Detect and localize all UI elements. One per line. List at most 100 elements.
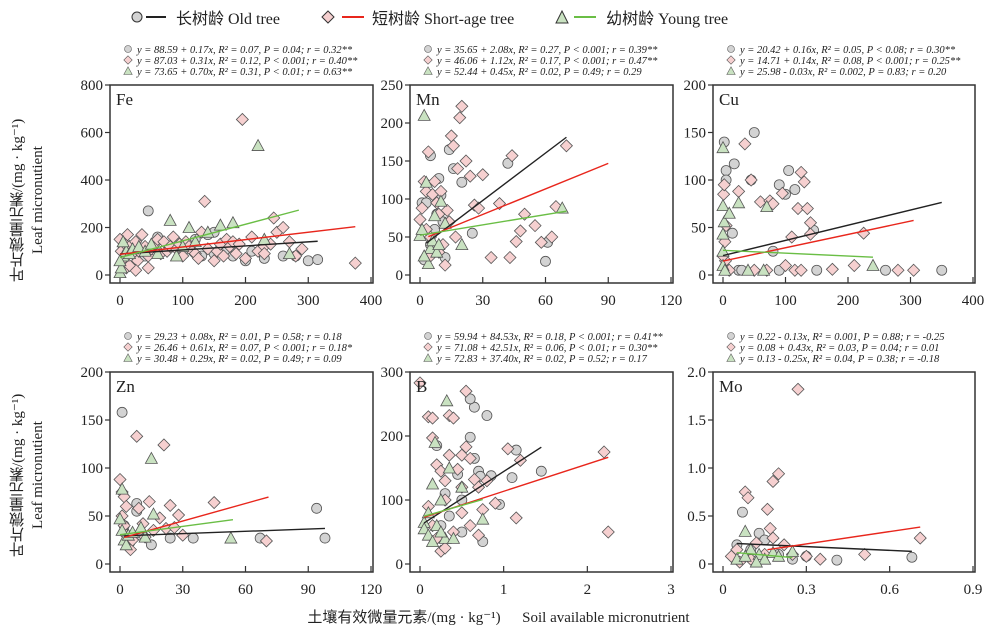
equation-marker-icon bbox=[726, 66, 736, 75]
data-point bbox=[257, 247, 271, 261]
data-point bbox=[880, 264, 891, 276]
data-point bbox=[503, 250, 517, 265]
data-point bbox=[191, 251, 206, 265]
data-point bbox=[444, 129, 458, 143]
data-point bbox=[891, 263, 905, 277]
y-tick-label: 150 bbox=[81, 413, 104, 429]
regression-line-old-tree bbox=[425, 136, 567, 244]
equation-marker-icon bbox=[726, 353, 736, 362]
data-point bbox=[142, 205, 154, 217]
data-point bbox=[119, 499, 133, 513]
regression-equation: y = 25.98 - 0.03x, R² = 0.002, P = 0.83;… bbox=[739, 67, 947, 78]
data-point bbox=[176, 528, 190, 542]
x-tick-label: 0 bbox=[719, 293, 727, 309]
data-point bbox=[783, 165, 795, 176]
x-tick-label: 300 bbox=[297, 293, 320, 309]
y-tick-label: 150 bbox=[381, 154, 404, 170]
series-young-tree bbox=[413, 108, 569, 270]
y-tick-label: 100 bbox=[381, 493, 404, 509]
data-point bbox=[756, 263, 771, 276]
data-point bbox=[446, 411, 461, 425]
data-point bbox=[113, 253, 127, 267]
x-tick-label: 100 bbox=[774, 293, 797, 309]
panel-b: 0 100 200 300 0 1 2 3 By = 59.94 + 84.53x, R² = … bbox=[381, 332, 675, 598]
y-tick-label: 250 bbox=[381, 78, 404, 94]
y-tick-label: 0 bbox=[96, 557, 104, 573]
series-young-tree bbox=[417, 393, 490, 547]
data-point bbox=[778, 258, 793, 273]
x-axis-label: 土壤有效微量元素/(mg · kg⁻¹) Soil available micr… bbox=[0, 606, 997, 627]
data-point bbox=[794, 165, 808, 179]
data-point bbox=[207, 254, 221, 268]
regression-equation: y = 73.65 + 0.70x, R² = 0.31, P < 0.01; … bbox=[136, 67, 353, 78]
data-point bbox=[116, 234, 130, 248]
x-axis-label-en: Soil available micronutrient bbox=[522, 610, 690, 626]
equation-marker-icon bbox=[423, 66, 433, 75]
data-point bbox=[505, 149, 519, 163]
regression-line-old-tree bbox=[736, 542, 912, 553]
plot-frame bbox=[409, 371, 674, 573]
series-old-tree bbox=[718, 127, 948, 276]
regression-equation: y = 52.44 + 0.45x, R² = 0.02, P = 0.49; … bbox=[436, 67, 642, 78]
data-point bbox=[799, 549, 813, 563]
data-point bbox=[438, 258, 452, 272]
data-point bbox=[413, 212, 427, 227]
plot-frame bbox=[109, 84, 374, 284]
data-point bbox=[428, 435, 442, 448]
data-point bbox=[738, 137, 752, 151]
data-point bbox=[791, 201, 805, 216]
data-point bbox=[138, 530, 152, 543]
regression-line-short-age-tree bbox=[722, 219, 914, 262]
y-tick-label: 1.5 bbox=[687, 413, 706, 429]
data-point bbox=[122, 258, 136, 273]
y-tick-label: 50 bbox=[88, 509, 103, 525]
equation-marker-icon bbox=[424, 332, 432, 340]
data-point bbox=[717, 214, 731, 228]
data-point bbox=[132, 501, 146, 515]
data-point bbox=[459, 154, 473, 168]
regression-line-young-tree bbox=[423, 498, 483, 517]
legend-label: 长树龄 Old tree bbox=[176, 11, 280, 28]
data-point bbox=[282, 246, 297, 260]
data-point bbox=[555, 201, 569, 214]
data-point bbox=[164, 532, 176, 544]
y-tick-label: 100 bbox=[381, 192, 404, 208]
data-point bbox=[455, 237, 469, 251]
data-point bbox=[771, 467, 786, 481]
data-point bbox=[257, 232, 271, 245]
data-point bbox=[187, 532, 199, 544]
data-point bbox=[169, 249, 184, 262]
equation-marker-icon bbox=[423, 55, 433, 65]
y-tick-label: 600 bbox=[81, 126, 104, 142]
data-point bbox=[766, 531, 780, 545]
data-point bbox=[466, 227, 478, 239]
data-point bbox=[456, 176, 468, 188]
equation-marker-icon bbox=[726, 55, 736, 65]
data-point bbox=[113, 472, 127, 487]
series-short-age-tree bbox=[413, 376, 615, 558]
equation-marker-icon bbox=[124, 332, 132, 340]
data-point bbox=[440, 203, 454, 217]
data-point bbox=[741, 263, 755, 276]
regression-equation: y = 30.48 + 0.29x, R² = 0.02, P = 0.49; … bbox=[136, 354, 342, 365]
data-point bbox=[144, 451, 159, 464]
data-point bbox=[459, 384, 473, 398]
regression-line-short-age-tree bbox=[767, 526, 921, 551]
data-point bbox=[421, 145, 435, 159]
y-tick-label: 100 bbox=[81, 461, 104, 477]
panel-title: Mn bbox=[416, 90, 440, 109]
data-point bbox=[794, 263, 808, 277]
regression-equation: y = 59.94 + 84.53x, R² = 0.18, P < 0.001… bbox=[436, 332, 663, 343]
regression-line-young-tree bbox=[419, 210, 567, 236]
equation-marker-icon bbox=[424, 45, 432, 53]
data-point bbox=[535, 465, 547, 477]
data-point bbox=[114, 261, 128, 274]
data-point bbox=[825, 262, 839, 276]
data-point bbox=[866, 258, 880, 271]
panel-zn: 0 50 100 150 200 0 30 60 90 120 Zn y = 29.23 + 0.08… bbox=[81, 332, 383, 598]
data-point bbox=[415, 201, 429, 215]
data-point bbox=[757, 552, 772, 565]
data-point bbox=[785, 230, 799, 244]
y-tick-label: 0 bbox=[699, 557, 707, 573]
data-point bbox=[432, 237, 446, 251]
